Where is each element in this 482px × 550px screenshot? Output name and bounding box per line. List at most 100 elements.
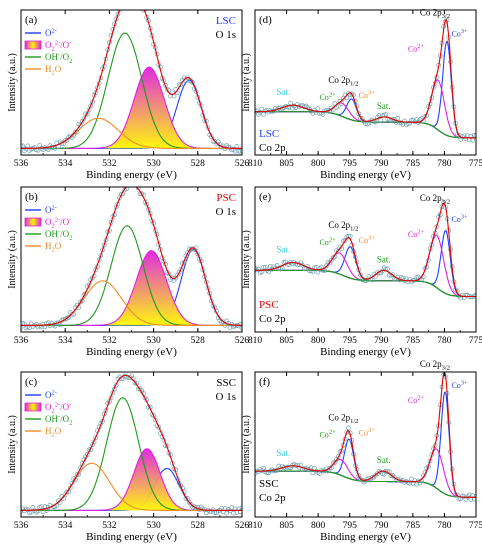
data-point (64, 489, 70, 495)
x-tick-label: 530 (146, 336, 161, 346)
x-tick-label: 785 (406, 336, 421, 346)
data-point (138, 0, 142, 2)
data-point (134, 381, 139, 386)
data-point (473, 133, 476, 139)
x-tick-label: 534 (58, 521, 73, 531)
data-point (88, 103, 94, 109)
data-point (239, 148, 242, 153)
sample-label: SSC (216, 377, 236, 389)
data-point (283, 104, 288, 109)
label-co2p12: Co 2p1/2 (328, 75, 358, 88)
data-point (151, 413, 156, 418)
x-tick-label: 800 (311, 521, 326, 531)
data-point (78, 465, 83, 471)
data-point (255, 108, 258, 114)
data-point (231, 510, 236, 516)
legend-entry: O2- (45, 390, 57, 401)
x-tick-label: 536 (14, 159, 29, 169)
data-point (103, 408, 109, 413)
core-level-label: Co 2p (259, 142, 286, 154)
y-axis-label: Intensity (a.u.) (7, 230, 18, 289)
data-point (255, 266, 258, 271)
fit-envelope (255, 18, 476, 139)
panel-label: (e) (259, 191, 272, 203)
x-tick-label: 780 (437, 159, 452, 169)
panel-c: 536 534 532 530 528 526 Binding energy (eV) Int… (7, 371, 250, 543)
data-point (439, 204, 445, 209)
x-tick-label: 526 (235, 521, 250, 531)
data-point (126, 182, 130, 186)
plot-area (21, 373, 242, 516)
plot-area (21, 0, 242, 154)
x-tick-label: 534 (58, 159, 73, 169)
plot-area (21, 182, 242, 331)
legend-entry: H2O (45, 64, 62, 77)
legend-entry: O2- (45, 28, 57, 39)
fit-envelope (21, 187, 242, 326)
data-point (133, 187, 137, 188)
x-tick-label: 795 (343, 521, 358, 531)
data-point (346, 425, 351, 431)
x-tick-label: 536 (14, 521, 29, 531)
component-curve (255, 470, 476, 498)
x-tick-label: 532 (102, 159, 117, 169)
data-point (460, 493, 465, 499)
core-level-label: Co 2p (259, 313, 286, 325)
data-point (81, 116, 87, 122)
label-co3-right: Co3+ (451, 28, 468, 39)
data-points (21, 182, 242, 331)
x-tick-label: 526 (235, 159, 250, 169)
data-point (315, 106, 321, 111)
data-point (69, 311, 75, 317)
x-tick-label: 775 (469, 521, 482, 531)
y-axis-label: Intensity (a.u.) (241, 415, 252, 474)
data-point (335, 454, 341, 459)
data-point (390, 272, 396, 278)
x-axis-label: Binding energy (eV) (320, 346, 411, 358)
component-fill (21, 67, 242, 149)
x-tick-label: 532 (102, 336, 117, 346)
legend-entry: H2O (45, 241, 62, 254)
background-curve (255, 470, 476, 498)
data-point (237, 509, 242, 514)
core-level-label: O 1s (216, 391, 236, 403)
x-tick-label: 790 (374, 159, 389, 169)
data-point (195, 251, 201, 257)
x-tick-label: 800 (311, 159, 326, 169)
label-co3-left: Co3+ (359, 235, 376, 246)
label-co2-left: Co2+ (319, 91, 336, 102)
x-tick-label: 530 (146, 521, 161, 531)
data-point (286, 465, 292, 470)
data-point (344, 429, 350, 435)
component-fill (21, 250, 242, 326)
label-sat-left: Sat. (277, 245, 291, 255)
data-point (166, 271, 172, 277)
data-point (239, 505, 242, 511)
panel-label: (c) (25, 376, 38, 388)
label-co2-left: Co2+ (319, 237, 336, 248)
x-tick-label: 528 (191, 521, 206, 531)
x-tick-label: 780 (437, 336, 452, 346)
x-tick-label: 790 (374, 521, 389, 531)
x-tick-label: 805 (279, 336, 294, 346)
label-co2-right: Co2+ (408, 395, 425, 406)
legend-swatch (24, 217, 42, 227)
label-co2p12: Co 2p1/2 (328, 220, 358, 233)
data-point (140, 2, 144, 6)
data-point (356, 111, 362, 117)
x-tick-label: 775 (469, 159, 482, 169)
data-point (124, 0, 128, 1)
data-point (178, 266, 184, 272)
data-point (222, 323, 228, 328)
data-point (402, 118, 407, 124)
legend-entry: H2O (45, 426, 62, 439)
data-point (21, 143, 24, 149)
data-point (22, 321, 27, 327)
data-point (128, 183, 132, 187)
data-point (261, 264, 266, 270)
